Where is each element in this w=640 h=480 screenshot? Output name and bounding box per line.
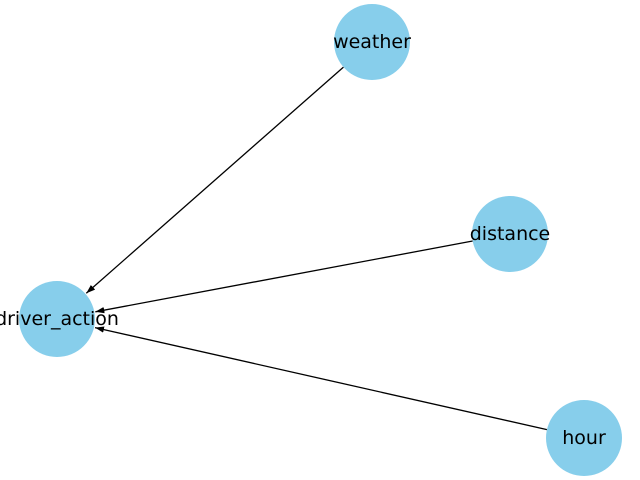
node-circle-driver_action [19, 281, 95, 357]
node-label-distance: distance [470, 223, 551, 245]
node-distance: distance [470, 196, 551, 272]
node-weather: weather [333, 4, 411, 80]
edge-weather-to-driver_action [85, 66, 344, 294]
edges-layer [85, 66, 548, 431]
node-label-driver_action: driver_action [0, 308, 119, 330]
node-circle-distance [472, 196, 548, 272]
node-label-weather: weather [333, 31, 411, 53]
edge-hour-to-driver_action [94, 326, 548, 431]
node-circle-weather [334, 4, 410, 80]
node-label-hour: hour [562, 427, 606, 449]
node-circle-hour [546, 400, 622, 476]
node-hour: hour [546, 400, 622, 476]
edge-distance-to-driver_action [95, 240, 473, 314]
node-driver_action: driver_action [0, 281, 119, 357]
